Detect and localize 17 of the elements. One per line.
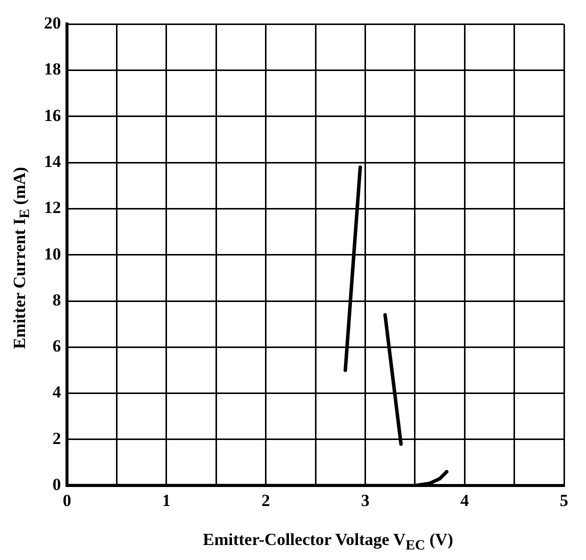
x-axis-title: Emitter-Collector Voltage V$_{EC}$ (V)	[202, 530, 454, 554]
y-tick-label: 16	[44, 106, 61, 125]
x-tick-label: 3	[360, 491, 370, 510]
y-tick-label: 18	[44, 60, 61, 79]
x-tick-label: 4	[460, 491, 470, 510]
y-tick-label: 10	[44, 244, 61, 264]
y-tick-label: 2	[52, 428, 61, 448]
y-tick-label: 12	[44, 198, 61, 218]
y-tick-label: 0	[52, 474, 61, 494]
y-tick-label: 6	[52, 336, 61, 356]
y-tick-label: 8	[52, 290, 61, 310]
y-tick-label: 14	[44, 152, 62, 172]
x-tick-label: 5	[560, 491, 568, 510]
y-tick-label: 4	[52, 382, 62, 402]
x-tick-label: 2	[262, 491, 270, 510]
x-tick-label: 1	[162, 491, 171, 510]
y-tick-label: 20	[44, 14, 61, 33]
